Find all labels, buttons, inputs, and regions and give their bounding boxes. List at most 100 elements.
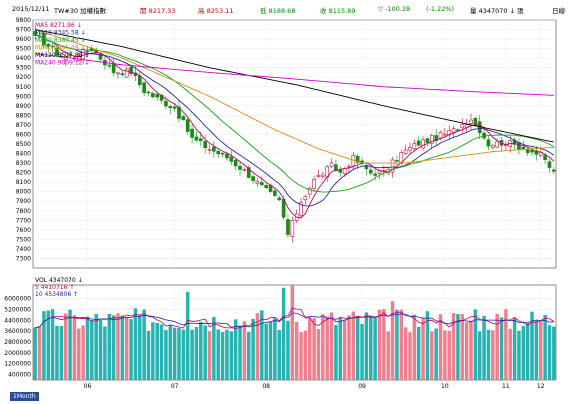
ma5-line xyxy=(35,34,555,219)
price-tick-label: 9400 xyxy=(16,55,31,62)
candle-body xyxy=(55,47,59,56)
volume-bar xyxy=(416,326,421,380)
volume-bar xyxy=(242,321,247,380)
candle-body xyxy=(233,159,238,167)
price-tick-label: 8500 xyxy=(16,141,31,148)
candle-body xyxy=(329,162,334,167)
price-tick-label: 8400 xyxy=(16,151,31,158)
price-tick-label: 8000 xyxy=(16,189,31,196)
candle-body xyxy=(321,174,325,177)
volume-bar xyxy=(172,327,177,380)
candle-body xyxy=(255,181,260,184)
volume-bar xyxy=(181,329,186,380)
candle-body xyxy=(198,138,203,142)
candle-body xyxy=(264,185,268,189)
volume-bar xyxy=(264,323,268,380)
volume-bar xyxy=(55,326,59,380)
price-legend-entry: MA120 8517.88 ↓ xyxy=(35,52,89,59)
volume-bar xyxy=(530,311,534,380)
volume-bar xyxy=(447,330,451,380)
price-tick-label: 7800 xyxy=(16,208,31,215)
vol-ma5-line xyxy=(35,307,555,329)
volume-bar xyxy=(390,301,395,380)
candle-body xyxy=(124,68,129,78)
candle-body xyxy=(259,182,264,186)
candle-body xyxy=(286,219,290,235)
candle-body xyxy=(464,124,469,128)
price-legend-entry: MA240 9009.12 ↓ xyxy=(35,60,89,67)
ma60-line xyxy=(35,29,554,164)
volume-bar xyxy=(351,311,356,380)
low-label: 低 8188.68 xyxy=(260,7,296,15)
volume-bar xyxy=(473,309,478,380)
volume-tick-label: 4400000 xyxy=(4,317,31,324)
volume-bar xyxy=(273,318,277,380)
price-tick-label: 9200 xyxy=(16,74,31,81)
price-tick-label: 8800 xyxy=(16,112,31,119)
volume-tick-label: 5200000 xyxy=(4,306,31,313)
volume-tick-label: 3600000 xyxy=(4,328,31,335)
x-tick-label: 06 xyxy=(84,383,92,390)
candle-body xyxy=(460,124,465,128)
volume-bar xyxy=(342,319,347,380)
volume-bar xyxy=(177,327,181,380)
volume-bar xyxy=(290,285,295,380)
ma120-line xyxy=(35,29,554,143)
volume-bar xyxy=(151,322,155,380)
candle-body xyxy=(377,170,382,174)
price-tick-label: 8900 xyxy=(16,103,31,110)
price-tick-label: 7300 xyxy=(16,255,31,262)
volume-bar xyxy=(412,314,417,380)
price-tick-label: 9800 xyxy=(16,17,31,24)
volume-bar xyxy=(286,320,290,380)
price-tick-label: 7900 xyxy=(16,198,31,205)
volume-bar xyxy=(59,326,64,380)
volume-bar xyxy=(268,321,273,380)
candle-body xyxy=(212,146,216,152)
volume-bar xyxy=(37,326,42,380)
timeframe-tag[interactable]: 1Month xyxy=(10,392,39,401)
volume-bar xyxy=(42,311,46,380)
candle-body xyxy=(421,139,425,149)
volume-bar xyxy=(552,326,556,380)
x-tick-label: 10 xyxy=(441,383,449,390)
candle-body xyxy=(181,116,186,120)
volume-bar xyxy=(98,320,103,380)
volume-bar xyxy=(539,321,543,380)
candle-body xyxy=(273,190,277,196)
volume-bar xyxy=(124,316,129,380)
volume-bar xyxy=(116,313,120,380)
candle-body xyxy=(242,169,247,171)
volume-bar xyxy=(299,332,303,380)
volume-bar xyxy=(360,324,364,380)
change-label: ▽ -100.28 xyxy=(378,5,411,13)
candle-body xyxy=(534,150,539,155)
volume-bar xyxy=(482,315,486,380)
volume-bar xyxy=(438,314,443,380)
volume-bar xyxy=(107,313,112,380)
candle-body xyxy=(429,135,434,144)
volume-bar xyxy=(142,309,146,380)
candle-body xyxy=(246,167,251,178)
candle-body xyxy=(443,133,447,136)
candle-body xyxy=(251,176,255,181)
price-tick-label: 8700 xyxy=(16,122,31,129)
candle-body xyxy=(347,165,351,168)
volume-bar xyxy=(164,330,168,380)
candle-body xyxy=(238,165,242,170)
ma240-line xyxy=(35,52,554,96)
price-tick-label: 9300 xyxy=(16,65,31,72)
candle-body xyxy=(129,66,133,74)
volume-bar xyxy=(146,330,151,380)
candle-body xyxy=(155,94,160,98)
candle-body xyxy=(207,149,212,151)
price-legend-entry: MA60 8465.69 ↓ xyxy=(35,45,86,52)
candle-body xyxy=(425,138,430,144)
volume-bar xyxy=(138,314,142,380)
volume-bar xyxy=(347,315,351,380)
volume-label: 量 4347070 ↓ 張 xyxy=(470,7,524,15)
volume-bar xyxy=(120,315,125,380)
volume-bar xyxy=(338,317,343,380)
volume-bar xyxy=(534,320,539,380)
candle-body xyxy=(416,140,421,146)
